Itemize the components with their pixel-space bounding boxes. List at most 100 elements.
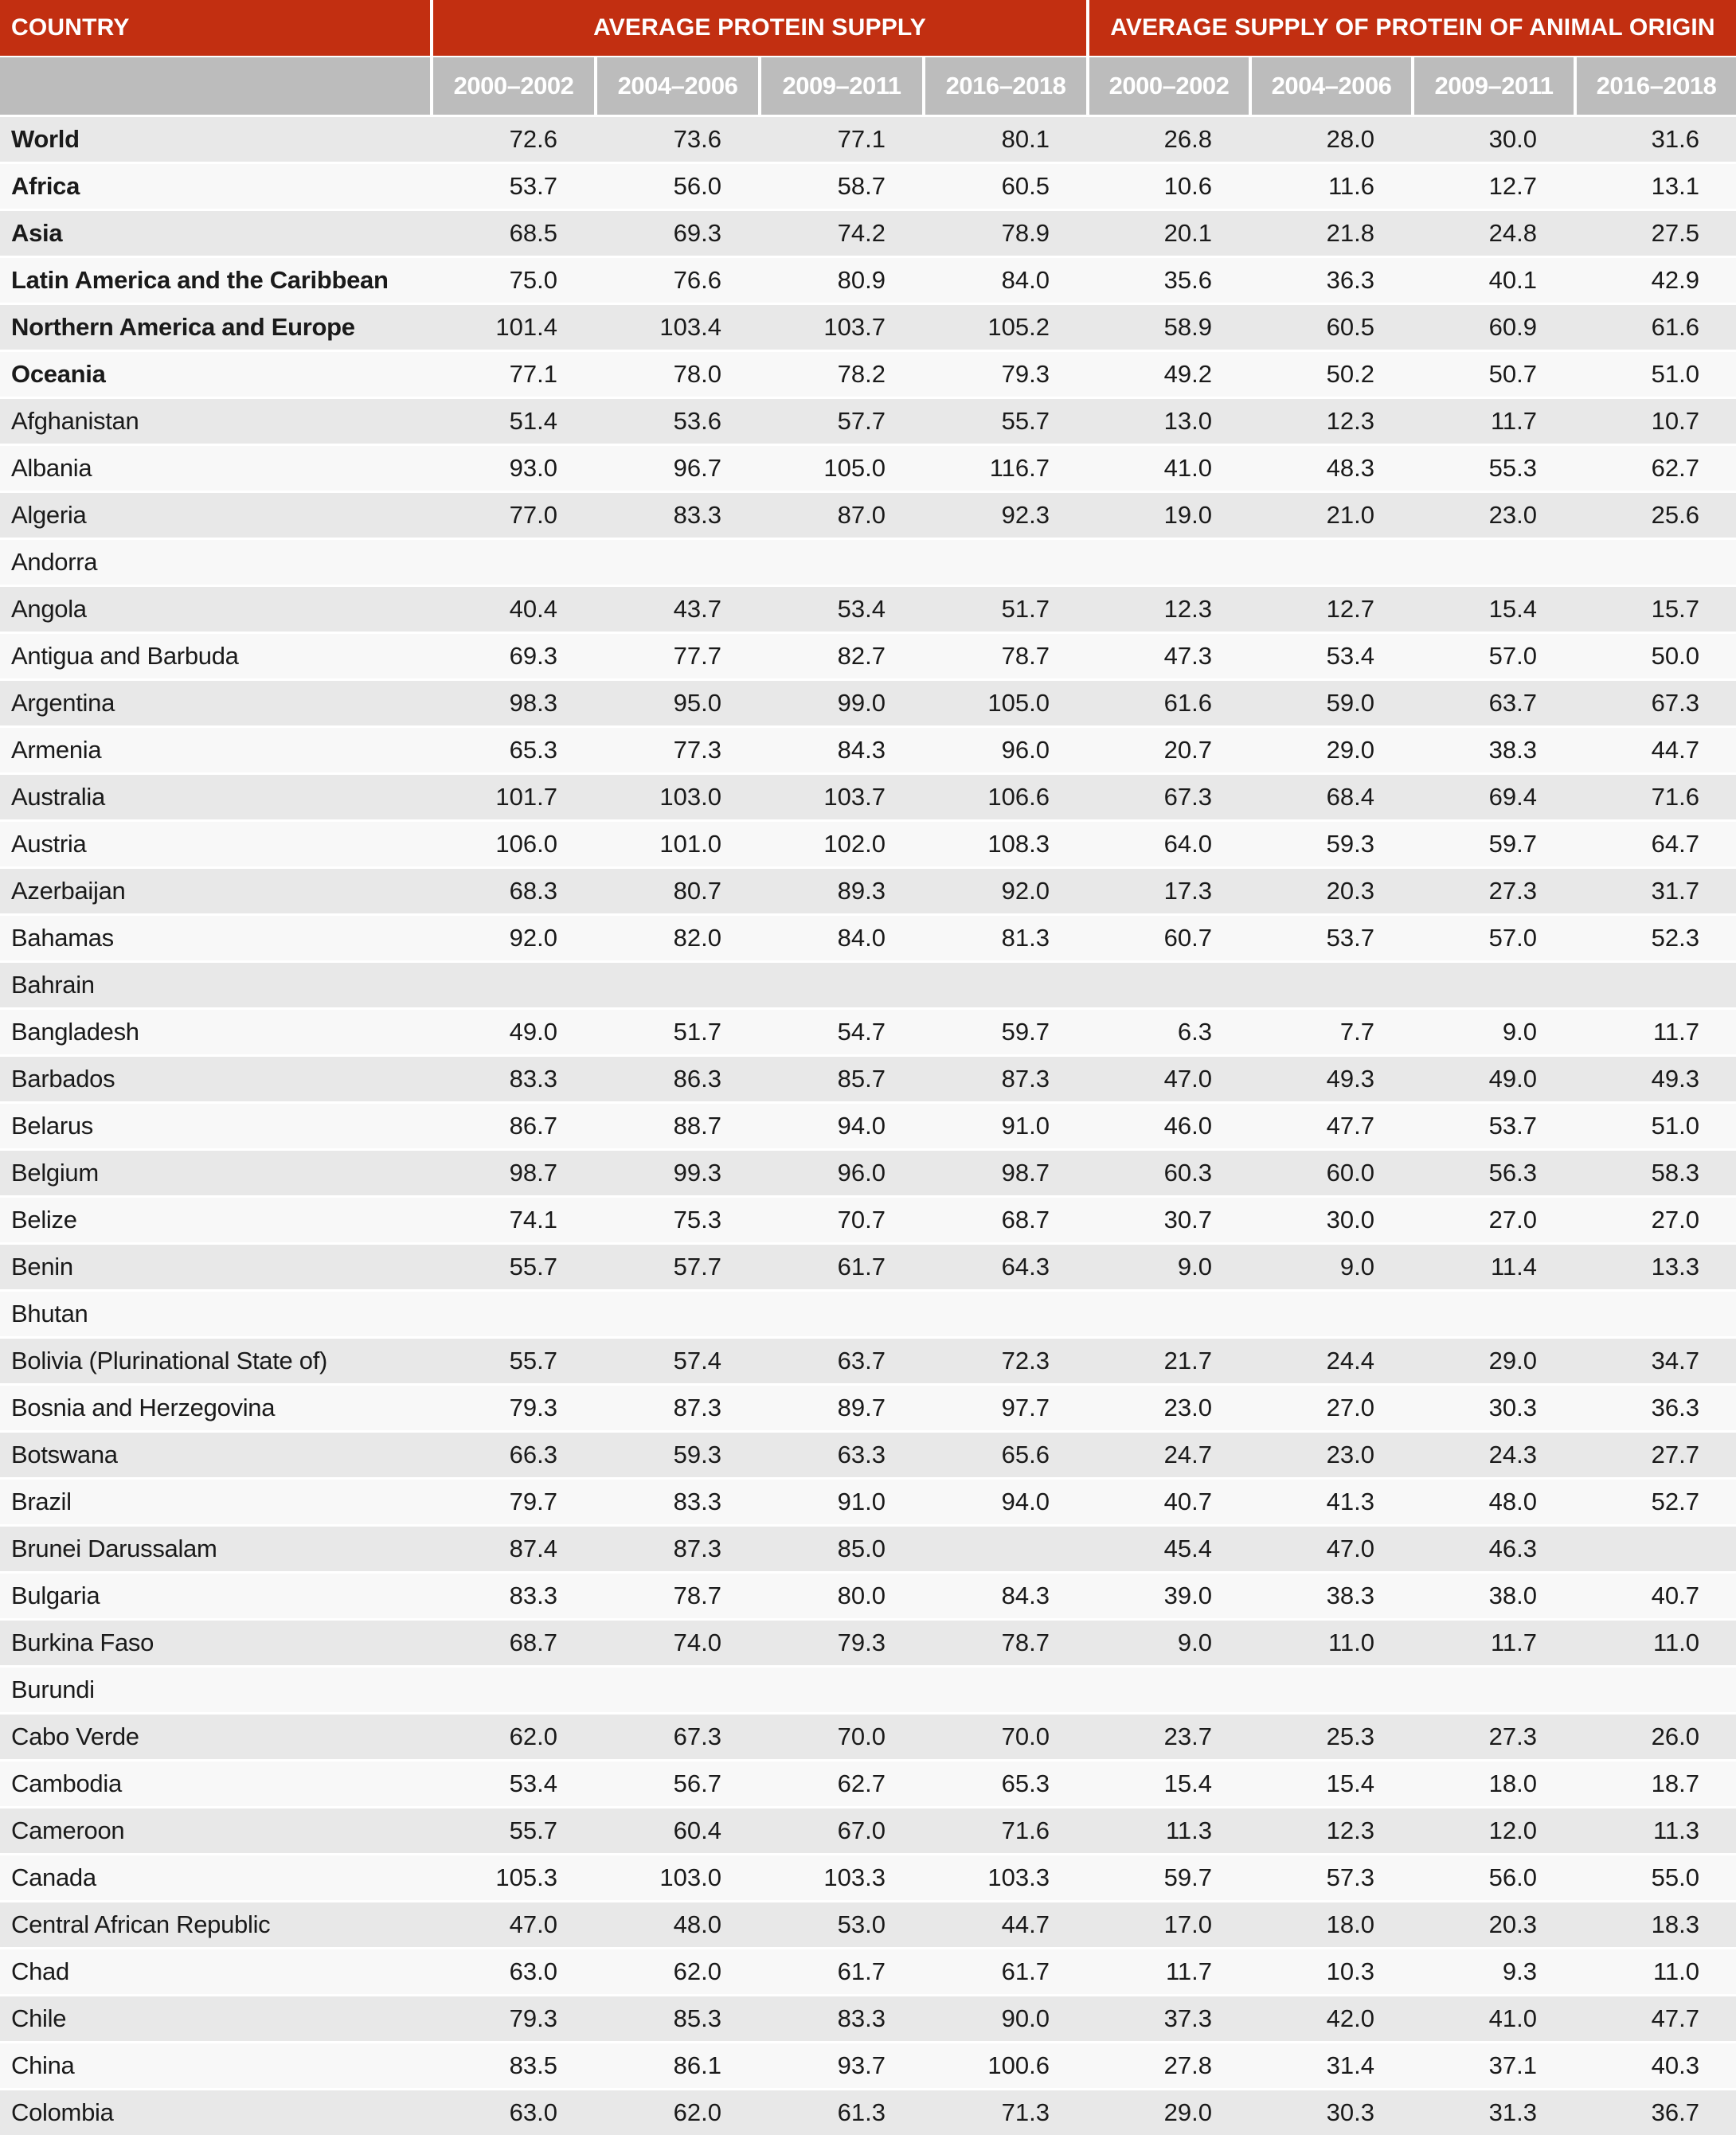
country-cell: Cabo Verde [11,1722,139,1750]
value-cell: 102.0 [823,830,886,858]
value-cell: 47.7 [1326,1112,1374,1140]
value-cell: 42.9 [1651,266,1699,294]
value-cell: 17.0 [1163,1910,1212,1938]
value-cell: 38.3 [1326,1582,1374,1609]
value-cell [758,1668,922,1712]
table-row: Belize 74.1 75.3 70.7 68.7 30.7 30.0 27.… [0,1195,1736,1242]
value-cell: 78.9 [1001,219,1050,247]
value-cell: 89.7 [837,1394,886,1421]
value-cell: 78.7 [1001,1629,1050,1656]
value-cell: 63.0 [509,1957,557,1985]
value-cell: 105.0 [823,454,886,482]
value-cell [430,540,594,585]
value-cell: 67.0 [837,1816,886,1844]
value-cell: 61.3 [837,2098,886,2126]
country-cell: Burundi [11,1676,95,1703]
table-row: Brazil 79.7 83.3 91.0 94.0 40.7 41.3 48.… [0,1477,1736,1524]
value-cell: 46.3 [1488,1535,1537,1562]
table-row: Andorra [0,538,1736,585]
value-cell: 63.0 [509,2098,557,2126]
value-cell: 87.3 [1001,1065,1050,1093]
value-cell: 59.3 [1326,830,1374,858]
table-row: Latin America and the Caribbean 75.0 76.… [0,256,1736,303]
value-cell: 73.6 [673,125,721,153]
country-cell: Botswana [11,1441,118,1468]
value-cell: 93.7 [837,2051,886,2079]
table-row: Bahamas 92.0 82.0 84.0 81.3 60.7 53.7 57… [0,913,1736,960]
value-cell: 18.0 [1488,1769,1537,1797]
year-header-g1-2000-2002: 2000–2002 [430,57,594,115]
value-cell: 84.0 [837,924,886,952]
table-row: Armenia 65.3 77.3 84.3 96.0 20.7 29.0 38… [0,725,1736,772]
value-cell: 77.3 [673,736,721,764]
value-cell: 61.7 [837,1253,886,1281]
country-cell: Barbados [11,1065,115,1093]
table-row: Afghanistan 51.4 53.6 57.7 55.7 13.0 12.… [0,397,1736,444]
value-cell [430,1292,594,1336]
country-cell: Brazil [11,1488,72,1515]
value-cell: 49.0 [509,1018,557,1046]
value-cell: 23.0 [1326,1441,1374,1468]
value-cell: 106.0 [495,830,557,858]
value-cell: 78.7 [673,1582,721,1609]
value-cell: 80.9 [837,266,886,294]
value-cell: 52.7 [1651,1488,1699,1515]
country-cell: Cambodia [11,1769,122,1797]
value-cell: 50.0 [1651,642,1699,670]
value-cell: 99.3 [673,1159,721,1187]
value-cell: 87.3 [673,1394,721,1421]
value-cell: 20.3 [1488,1910,1537,1938]
value-cell: 42.0 [1326,2004,1374,2032]
value-cell: 103.7 [823,313,886,341]
year-header-g2-2016-2018: 2016–2018 [1574,57,1736,115]
country-cell: Oceania [11,360,106,388]
value-cell: 67.3 [1651,689,1699,717]
year-header-g2-2009-2011: 2009–2011 [1411,57,1574,115]
value-cell [1574,1668,1736,1712]
value-cell: 60.4 [673,1816,721,1844]
value-cell: 15.4 [1163,1769,1212,1797]
value-cell: 21.0 [1326,501,1374,529]
value-cell [758,1292,922,1336]
country-cell: Benin [11,1253,73,1281]
value-cell: 51.4 [509,407,557,435]
country-cell: Algeria [11,501,87,529]
country-cell: Northern America and Europe [11,313,355,341]
value-cell: 60.0 [1326,1159,1374,1187]
table-row: Argentina 98.3 95.0 99.0 105.0 61.6 59.0… [0,678,1736,725]
table-row: Canada 105.3 103.0 103.3 103.3 59.7 57.3… [0,1853,1736,1900]
value-cell: 36.3 [1651,1394,1699,1421]
value-cell: 27.3 [1488,1722,1537,1750]
value-cell: 34.7 [1651,1347,1699,1374]
value-cell: 48.0 [673,1910,721,1938]
country-cell: Canada [11,1863,96,1891]
value-cell: 25.3 [1326,1722,1374,1750]
value-cell: 88.7 [673,1112,721,1140]
value-cell: 12.0 [1488,1816,1537,1844]
table-row: Bulgaria 83.3 78.7 80.0 84.3 39.0 38.3 3… [0,1571,1736,1618]
value-cell: 83.3 [673,1488,721,1515]
value-cell: 27.8 [1163,2051,1212,2079]
value-cell: 98.7 [509,1159,557,1187]
value-cell [1249,1668,1411,1712]
value-cell: 68.7 [1001,1206,1050,1234]
country-cell: Belarus [11,1112,94,1140]
value-cell: 13.0 [1163,407,1212,435]
value-cell: 58.7 [837,172,886,200]
value-cell: 85.7 [837,1065,886,1093]
table-row: Brunei Darussalam 87.4 87.3 85.0 45.4 47… [0,1524,1736,1571]
table-row: Barbados 83.3 86.3 85.7 87.3 47.0 49.3 4… [0,1054,1736,1101]
value-cell: 40.7 [1651,1582,1699,1609]
value-cell: 11.7 [1652,1018,1699,1046]
table-row: Albania 93.0 96.7 105.0 116.7 41.0 48.3 … [0,444,1736,491]
value-cell: 55.3 [1488,454,1537,482]
value-cell: 105.0 [987,689,1050,717]
value-cell: 99.0 [837,689,886,717]
value-cell: 13.3 [1651,1253,1699,1281]
value-cell: 60.9 [1488,313,1537,341]
value-cell: 72.6 [509,125,557,153]
value-cell: 11.0 [1652,1629,1699,1656]
value-cell: 17.3 [1163,877,1212,905]
country-cell: Argentina [11,689,115,717]
value-cell: 49.3 [1651,1065,1699,1093]
